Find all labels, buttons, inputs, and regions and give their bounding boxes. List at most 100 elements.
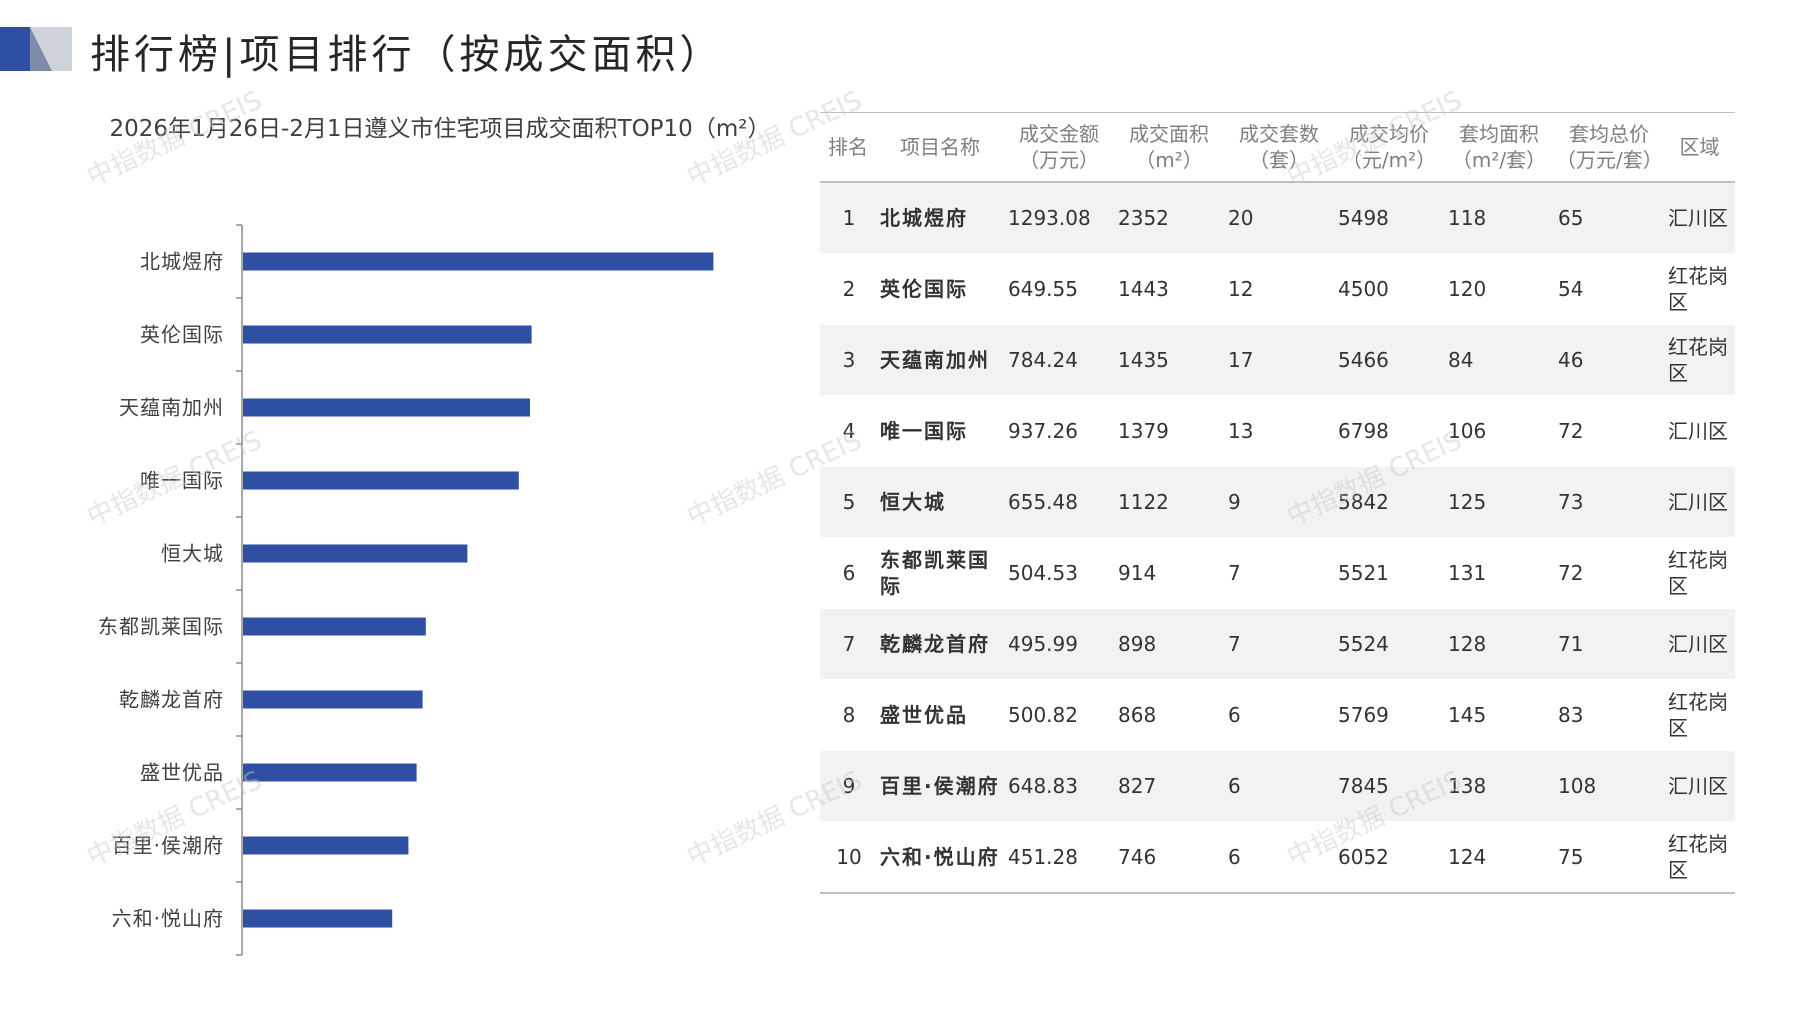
table-cell: 6798: [1338, 419, 1389, 443]
column-header-line: （m²/套）: [1451, 148, 1547, 172]
table-cell: 83: [1558, 703, 1584, 727]
bar: [243, 398, 530, 417]
table-cell: 5498: [1334, 182, 1444, 254]
table-cell: 7845: [1334, 750, 1444, 822]
column-header-line: 成交套数: [1239, 122, 1319, 146]
table-cell: 7: [1224, 608, 1334, 680]
table-cell: 451.28: [1008, 845, 1078, 869]
table-cell: 131: [1448, 561, 1487, 585]
column-header: 成交套数 （套）: [1224, 113, 1334, 183]
bar: [243, 544, 468, 563]
table-cell: 4: [842, 419, 856, 443]
column-header: 排名: [820, 113, 876, 183]
table-cell: 10: [836, 845, 862, 869]
table-row: 6 东都凯莱国际 504.53 914 7 5521 131 72 红花岗区: [820, 538, 1735, 609]
column-header: 成交均价 （元/m²）: [1334, 113, 1444, 183]
table-cell: 72: [1558, 561, 1584, 585]
column-header-line: 成交均价: [1349, 122, 1429, 146]
table-cell: 汇川区: [1664, 466, 1735, 538]
column-header: 成交金额 （万元）: [1004, 113, 1114, 183]
category-label: 北城煜府: [140, 250, 224, 274]
table-cell: 84: [1444, 324, 1554, 396]
table-cell: 盛世优品: [880, 703, 968, 727]
table-row: 7 乾麟龙首府 495.99 898 7 5524 128 71 汇川区: [820, 608, 1735, 680]
table-cell: 汇川区: [1664, 750, 1735, 822]
table-cell: 138: [1444, 750, 1554, 822]
table-cell: 红花岗区: [1668, 548, 1728, 598]
column-header-line: 项目名称: [900, 135, 980, 159]
table-cell: 5: [820, 466, 876, 538]
table-cell: 汇川区: [1664, 608, 1735, 680]
category-label: 唯一国际: [140, 469, 224, 493]
table-cell: 7: [820, 608, 876, 680]
table-header-row: 排名 项目名称 成交金额 （万元） 成交面积 （m²） 成交套数 （套） 成交均价 （元/m²）套…: [820, 112, 1735, 183]
table-cell: 英伦国际: [880, 277, 968, 301]
table-cell: 红花岗区: [1668, 264, 1728, 314]
bar: [243, 690, 423, 709]
table-cell: 145: [1448, 703, 1487, 727]
category-label: 盛世优品: [140, 761, 224, 785]
table-cell: 54: [1558, 277, 1584, 301]
table-cell: 红花岗区: [1668, 832, 1728, 882]
column-header-line: （万元）: [1019, 148, 1099, 172]
table-cell: 118: [1444, 182, 1554, 254]
column-header: 区域: [1664, 113, 1735, 183]
table-cell: 唯一国际: [880, 419, 968, 443]
column-header-line: 成交金额: [1019, 122, 1099, 146]
bar: [243, 909, 393, 928]
table-row: 10 六和·悦山府 451.28 746 6 6052 124 75 红花岗区: [820, 822, 1735, 893]
category-label: 英伦国际: [140, 323, 224, 347]
table-cell: 937.26: [1008, 419, 1078, 443]
table-cell: 1379: [1118, 419, 1169, 443]
table-cell: 72: [1558, 419, 1584, 443]
table-row: 3 天蕴南加州 784.24 1435 17 5466 84 46 红花岗区: [820, 324, 1735, 396]
table-cell: 75: [1558, 845, 1584, 869]
table-cell: 东都凯莱国际: [880, 548, 990, 598]
column-header-line: 排名: [828, 135, 868, 159]
header-decoration: [0, 27, 72, 71]
bar: [243, 252, 714, 271]
table-cell: 504.53: [1008, 561, 1078, 585]
table-cell: 125: [1444, 466, 1554, 538]
page-title: 排行榜|项目排行（按成交面积）: [90, 32, 724, 78]
column-header-line: 套均总价: [1569, 122, 1649, 146]
bar: [243, 325, 532, 344]
table-cell: 1435: [1114, 324, 1224, 396]
table-cell: 827: [1114, 750, 1224, 822]
table-cell: 20: [1224, 182, 1334, 254]
table-cell: 13: [1228, 419, 1254, 443]
table-cell: 65: [1554, 182, 1664, 254]
column-header: 套均面积 （m²/套）: [1444, 113, 1554, 183]
table-cell: 9: [820, 750, 876, 822]
table-cell: 4500: [1338, 277, 1389, 301]
ranking-table: 排名 项目名称 成交金额 （万元） 成交面积 （m²） 成交套数 （套） 成交均价 （元/m²）套…: [820, 112, 1735, 894]
category-label: 恒大城: [161, 542, 224, 566]
table-cell: 1293.08: [1004, 182, 1114, 254]
bar-chart: 北城煜府英伦国际天蕴南加州唯一国际恒大城东都凯莱国际乾麟龙首府盛世优品百里·侯潮…: [98, 224, 714, 956]
table-cell: 5769: [1338, 703, 1389, 727]
bar: [243, 617, 426, 636]
table-cell: 乾麟龙首府: [876, 608, 1004, 680]
table-cell: 5842: [1334, 466, 1444, 538]
column-header-line: 成交面积: [1129, 122, 1209, 146]
table-cell: 天蕴南加州: [876, 324, 1004, 396]
table-cell: 17: [1224, 324, 1334, 396]
column-header: 套均总价 （万元/套）: [1554, 113, 1664, 183]
chart-title: 2026年1月26日-2月1日遵义市住宅项目成交面积TOP10（m²）: [109, 116, 771, 142]
table-cell: 6: [1224, 750, 1334, 822]
table-cell: 1: [820, 182, 876, 254]
category-label: 六和·悦山府: [112, 907, 224, 931]
table-cell: 73: [1554, 466, 1664, 538]
table-cell: 2352: [1114, 182, 1224, 254]
table-cell: 655.48: [1004, 466, 1114, 538]
table-cell: 108: [1554, 750, 1664, 822]
table-cell: 恒大城: [876, 466, 1004, 538]
column-header-line: （套）: [1249, 148, 1309, 172]
column-header-line: 套均面积: [1459, 122, 1539, 146]
category-label: 东都凯莱国际: [98, 615, 224, 639]
table-row: 4 唯一国际 937.26 1379 13 6798 106 72 汇川区: [820, 396, 1735, 467]
column-header: 成交面积 （m²）: [1114, 113, 1224, 183]
table-cell: 784.24: [1004, 324, 1114, 396]
table-row: 1 北城煜府 1293.08 2352 20 5498 118 65 汇川区: [820, 182, 1735, 254]
table-cell: 6052: [1338, 845, 1389, 869]
